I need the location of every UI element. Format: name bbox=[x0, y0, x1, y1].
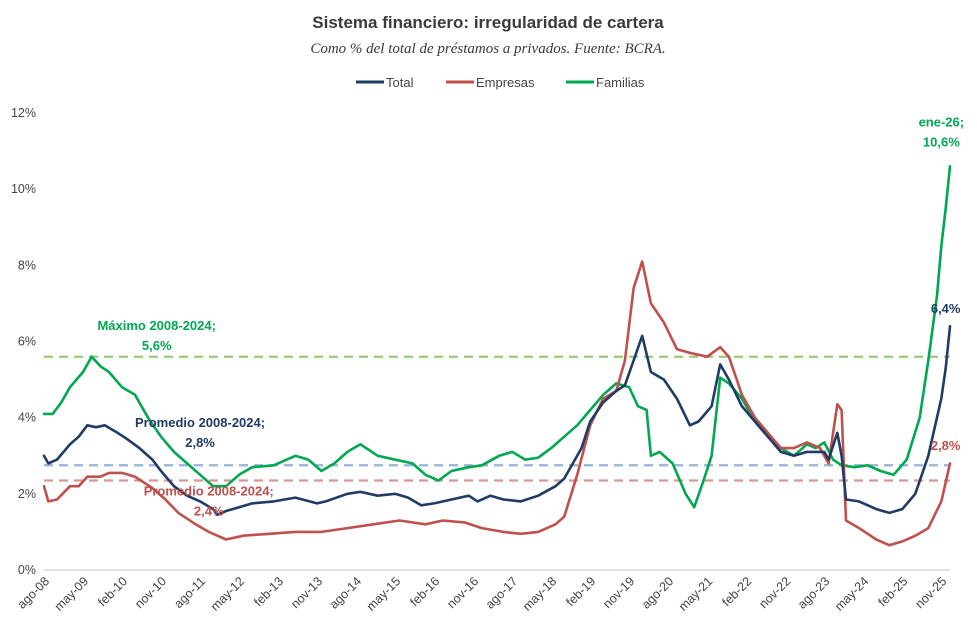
series-line-empresas bbox=[42, 260, 952, 547]
chart-subtitle: Como % del total de préstamos a privados… bbox=[310, 41, 665, 57]
x-tick-label: nov-19 bbox=[600, 574, 637, 611]
x-tick-label: may-18 bbox=[520, 574, 559, 613]
annotation-label: Promedio 2008-2024; 2,4% bbox=[144, 484, 274, 519]
annotation-label: 2,8% bbox=[931, 438, 961, 453]
annotation-line: 2,8% bbox=[185, 435, 215, 450]
annotation-line: ene-26; bbox=[919, 114, 965, 129]
x-tick-label: ago-14 bbox=[327, 574, 364, 611]
y-axis: 0% 2% 4% 6% 8% 10% 12% bbox=[11, 106, 36, 577]
x-tick-label: feb-10 bbox=[95, 574, 130, 609]
annotation-line: Promedio 2008-2024; bbox=[144, 484, 274, 499]
series-line-total bbox=[42, 325, 952, 517]
annotation-label: 6,4% bbox=[931, 301, 961, 316]
legend-label: Empresas bbox=[476, 75, 535, 90]
annotation-line: 5,6% bbox=[142, 338, 172, 353]
x-tick-label: may-09 bbox=[52, 574, 91, 613]
x-tick-label: ago-08 bbox=[15, 574, 52, 611]
annotation-line: 2,4% bbox=[194, 504, 224, 519]
x-tick-label: ago-20 bbox=[639, 574, 676, 611]
y-tick-label: 6% bbox=[18, 335, 36, 349]
x-tick-label: nov-22 bbox=[756, 574, 793, 611]
legend-label: Total bbox=[386, 75, 414, 90]
x-tick-label: nov-25 bbox=[913, 574, 950, 611]
x-tick-label: nov-16 bbox=[444, 574, 481, 611]
series-lines bbox=[42, 165, 952, 547]
x-tick-label: may-24 bbox=[832, 574, 871, 613]
annotation-line: 6,4% bbox=[931, 301, 961, 316]
annotations: Máximo 2008-2024; 5,6% Promedio 2008-2024;… bbox=[97, 114, 964, 518]
series-line-familias bbox=[42, 165, 952, 509]
annotation-line: 2,8% bbox=[931, 438, 961, 453]
x-tick-label: may-21 bbox=[676, 574, 715, 613]
reference-lines bbox=[44, 355, 950, 482]
x-tick-label: may-15 bbox=[364, 574, 403, 613]
x-tick-label: feb-16 bbox=[407, 574, 442, 609]
annotation-label: Promedio 2008-2024; 2,8% bbox=[135, 415, 265, 450]
x-tick-label: nov-13 bbox=[288, 574, 325, 611]
annotation-label: Máximo 2008-2024; 5,6% bbox=[97, 318, 216, 353]
x-axis: ago-08 may-09 feb-10 nov-10 ago-11 may-12 feb-… bbox=[15, 569, 950, 614]
y-tick-label: 2% bbox=[18, 487, 36, 501]
legend-label: Familias bbox=[596, 75, 645, 90]
x-tick-label: nov-10 bbox=[132, 574, 169, 611]
legend: Total Empresas Familias bbox=[356, 75, 645, 90]
y-tick-label: 8% bbox=[18, 258, 36, 272]
y-tick-label: 10% bbox=[11, 182, 36, 196]
y-tick-label: 0% bbox=[18, 563, 36, 577]
x-tick-label: ago-11 bbox=[171, 574, 208, 611]
x-tick-label: may-12 bbox=[208, 574, 247, 613]
x-tick-label: ago-23 bbox=[795, 574, 832, 611]
x-tick-label: ago-17 bbox=[483, 574, 520, 611]
x-tick-label: feb-19 bbox=[563, 574, 598, 609]
y-tick-label: 12% bbox=[11, 106, 36, 120]
x-tick-label: feb-22 bbox=[719, 574, 754, 609]
y-tick-label: 4% bbox=[18, 411, 36, 425]
annotation-line: Promedio 2008-2024; bbox=[135, 415, 265, 430]
annotation-line: Máximo 2008-2024; bbox=[97, 318, 216, 333]
x-tick-label: feb-25 bbox=[875, 574, 910, 609]
annotation-line: 10,6% bbox=[923, 134, 960, 149]
chart-title: Sistema financiero: irregularidad de car… bbox=[312, 13, 664, 32]
x-tick-label: feb-13 bbox=[251, 574, 286, 609]
annotation-label: ene-26; 10,6% bbox=[919, 114, 965, 149]
